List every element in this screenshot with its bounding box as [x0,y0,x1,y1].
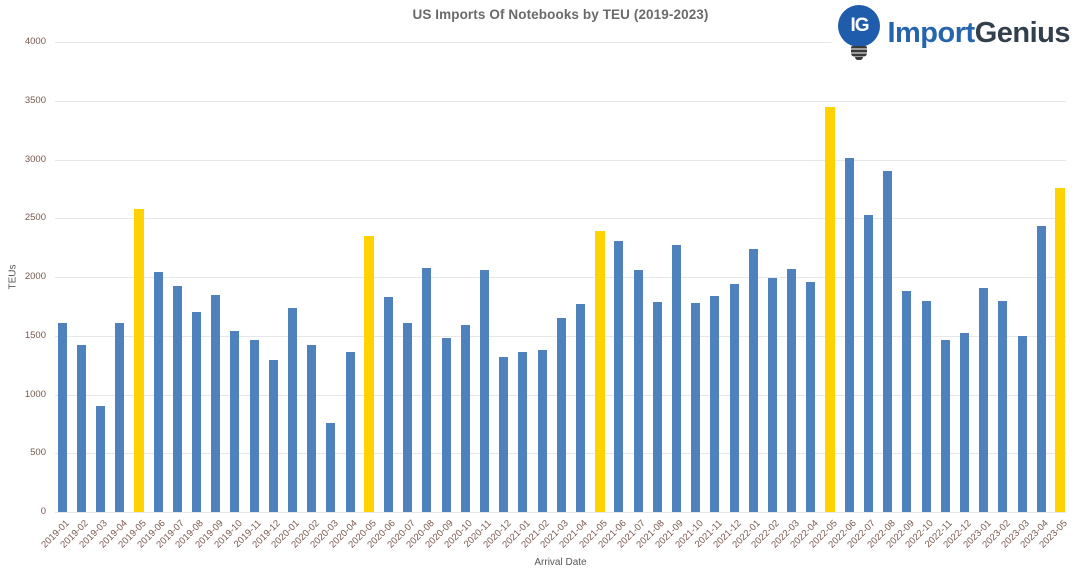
bar [902,291,912,512]
bar [575,304,585,512]
importgenius-logo: IG ImportGenius [832,3,1072,63]
bar [614,240,624,512]
bar [441,338,451,512]
y-tick-label: 1000 [24,388,46,400]
y-tick-label: 4000 [24,36,46,47]
y-tick-label: 3500 [24,94,46,106]
bar [691,302,701,512]
y-tick-label: 0 [40,506,46,517]
lightbulb-base [851,46,868,57]
bar [230,331,240,512]
bar [211,294,221,512]
bar [710,295,720,512]
bar [767,278,777,512]
bar [633,269,643,512]
logo-wordmark-genius: Genius [974,16,1071,49]
bar [537,349,547,512]
bar [883,171,893,512]
bar [863,214,873,512]
bar [326,422,336,512]
bar [479,269,489,512]
bar-highlighted [594,231,605,512]
bar [153,272,163,512]
bar [268,360,278,512]
bar [307,345,317,512]
gridline [55,100,1066,102]
gridline [55,159,1066,161]
logo-monogram-text: IG [850,15,869,36]
y-tick-label: 2000 [24,271,46,282]
bar [518,352,528,512]
bar [844,158,854,512]
bar [95,406,105,512]
bar [499,356,509,512]
bar [652,301,662,512]
bar [172,286,182,512]
gridline [55,277,1066,278]
bar [1036,226,1046,512]
gridline [55,512,1066,513]
bar [556,318,566,512]
plot-area [55,42,1066,513]
bar [422,267,432,512]
bar [729,284,739,512]
bar [76,345,86,512]
bar-highlighted [133,208,144,512]
bar [115,322,125,512]
y-tick-label: 500 [30,447,46,459]
bar [287,307,297,512]
lightbulb-icon: IG [838,5,881,61]
y-tick-label: 2500 [24,212,46,224]
bar [787,268,797,512]
bar [940,340,950,512]
bar [748,248,758,512]
bar [998,300,1008,512]
bar [671,245,681,512]
y-tick-label: 1500 [24,329,46,341]
bar-highlighted [1055,187,1066,512]
bar [460,325,470,512]
bar [249,340,259,512]
logo-wordmark: ImportGenius [887,17,1070,50]
lightbulb-ig-monogram: IG [838,5,881,47]
bar-highlighted [364,235,375,512]
bar [345,352,355,512]
x-axis-title: Arrival Date [534,557,587,568]
bar [57,322,67,512]
logo-wordmark-import: Import [887,16,975,49]
bar [383,296,393,512]
bar [806,281,816,512]
bar [959,333,969,512]
gridline [55,218,1066,220]
chart-title: US Imports Of Notebooks by TEU (2019-202… [412,7,709,22]
y-tick-label: 3000 [24,153,46,165]
bar-highlighted [825,106,835,512]
bar [921,300,931,512]
bar [191,312,201,512]
bar [979,287,989,512]
bar [1017,335,1027,512]
lightbulb-tip [855,57,864,60]
bar [403,322,413,512]
gridline [55,42,1066,43]
